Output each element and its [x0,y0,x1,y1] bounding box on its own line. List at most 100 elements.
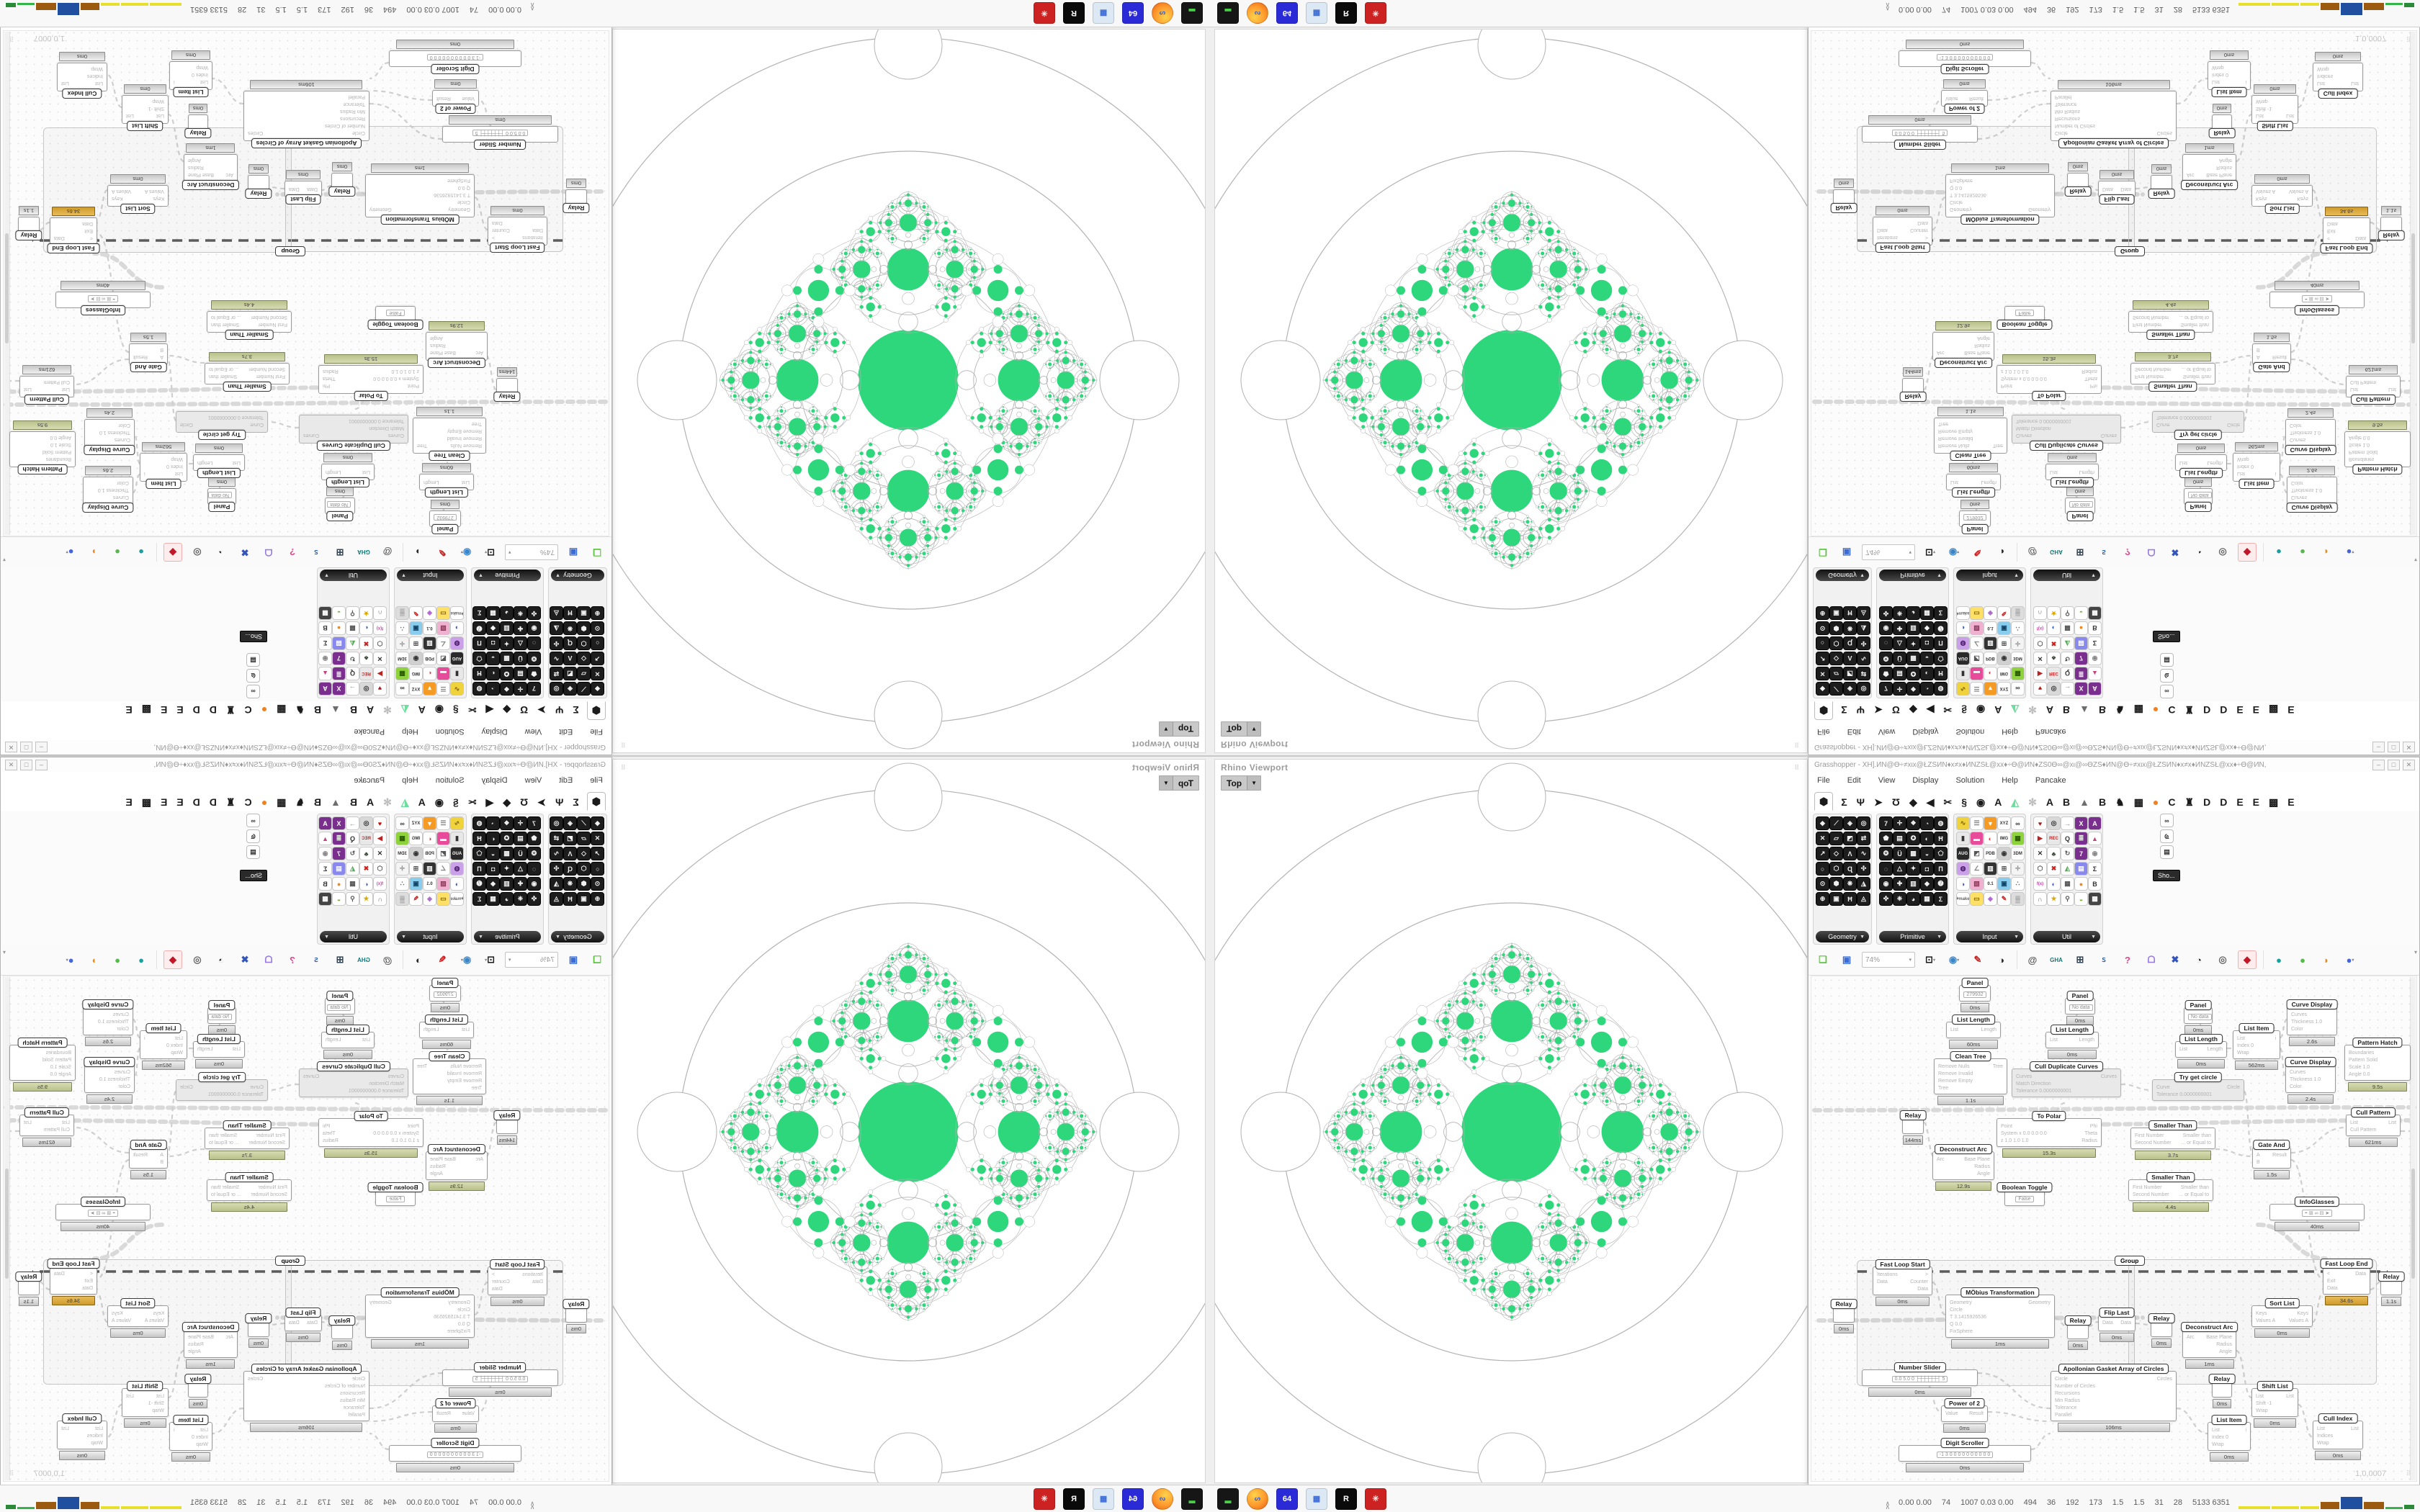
gh-node[interactable]: Relay 0ms [1830,179,1857,213]
gh-node-body[interactable]: List Indices Wrap List [2313,1421,2363,1449]
save-file-icon[interactable]: ▣ [568,954,578,965]
tab-category-4[interactable]: Ʊ [1891,704,1900,716]
settings-red-app-icon[interactable]: ✳ [1034,2,1055,24]
palette-icon[interactable]: ◍ [472,682,486,696]
palette-icon[interactable]: ⬡ [373,862,387,876]
palette-icon[interactable]: XYZ [409,682,423,696]
palette-icon[interactable]: ▼ [423,816,436,830]
tab-category-20[interactable]: C [244,704,252,716]
chevron-down-icon[interactable]: ▾ [485,549,488,554]
palette-icon[interactable]: ▣ [1829,892,1843,906]
palette-icon[interactable]: ▭ [436,606,450,620]
window-alert-icon[interactable]: ⊞ [336,954,344,965]
toolbar-overflow-arrow[interactable]: ▾ [2414,557,2417,563]
palette-icon[interactable]: ⊕ [591,606,604,620]
gh-node[interactable]: Relay 0ms [563,179,590,213]
tab-category-24[interactable]: E [176,704,184,716]
gh-node-value[interactable]: ◓ ⊞ ∞ ⊟ ➤ [87,295,119,302]
gh-node[interactable]: Relay 0ms [2148,1313,2175,1348]
gh-node-value[interactable]: ◓ ⊞ ∞ ⊟ ➤ [2301,295,2333,302]
minimize-icon[interactable]: – [2372,742,2385,753]
tab-category-26[interactable]: ▩ [2269,796,2279,808]
palette-icon[interactable]: ▦ [2061,621,2074,635]
gh-node[interactable]: Clean Tree Remove Nulls Remove Invalid Remo… [413,1051,486,1105]
palette-icon[interactable]: ▧ [436,621,450,635]
gh-node[interactable]: Pattern Hatch Boundaries Pattern Solid Scal… [2344,420,2411,474]
gh-node[interactable]: List Length List Length 0ms [193,444,245,478]
palette-icon[interactable]: ✖ [359,862,373,876]
grasshopper-titlebar[interactable]: Grasshopper - XH].ИN@Ө÷≠xιx@ŁZSИN♦x≠x♦ИN… [1809,757,2419,773]
palette-icon[interactable]: ▼ [1984,682,1997,696]
palette-icon[interactable]: ● [2074,621,2088,635]
palette-icon[interactable]: ✎ [409,892,423,906]
canvas-resize-grip[interactable]: ⠿ [2406,1470,2412,1478]
palette-icon[interactable]: AUG [450,652,464,665]
gh-node-body[interactable]: Boundaries Pattern Solid Scale 1.0 Angle 0.… [9,1045,76,1081]
palette-icon[interactable]: Λ [563,847,577,860]
palette-icon[interactable]: Π [1934,862,1948,876]
palette-icon[interactable]: REC [359,667,373,680]
toolbar-overflow-arrow[interactable]: ▾ [3,557,6,563]
palette-icon[interactable]: ⊙ [591,621,604,635]
palette-icon[interactable]: ◮ [1857,621,1870,635]
palette-icon[interactable]: Ħ [1934,832,1948,845]
palette-icon[interactable]: X [2074,682,2088,696]
tab-category-2[interactable]: Ψ [1856,704,1865,716]
palette-icon[interactable]: ∠ [436,862,450,876]
palette-icon[interactable]: ◆ [591,816,604,830]
gh-node[interactable]: Digit Scroller -1 3 0 0 0 0 0 0 0 0 0 0 0m… [389,1438,521,1472]
find-icon[interactable]: Ｓ [313,956,319,963]
palette-icon[interactable]: ◉ [1879,877,1893,891]
palette-icon[interactable]: 7 [527,682,541,696]
tab-category-3[interactable]: ➤ [537,796,547,808]
palette-icon[interactable]: ▩ [2088,892,2102,906]
gh-node[interactable]: List Length List Length 0ms [2175,444,2227,478]
palette-icon[interactable]: ⬢ [577,621,591,635]
gh-node-body[interactable]: Remove Nulls Remove Invalid Remove Empty Tr… [413,1058,486,1094]
palette-icon[interactable]: ▤ [2074,636,2088,650]
palette-icon[interactable]: ∩ [373,892,387,906]
palette-icon[interactable]: ◉ [1997,652,2011,665]
palette-icon[interactable]: ✕ [591,667,604,680]
palette-caption-primitive[interactable]: Primitive ▼ [474,570,541,581]
palette-icon[interactable]: 0.1 [1984,877,1997,891]
palette-icon[interactable]: ◔ [1920,816,1934,830]
tab-category-21[interactable]: ♜ [2184,796,2195,808]
gh-node-value[interactable]: No data [208,492,232,499]
palette-caption-util[interactable]: Util ▼ [2033,931,2100,942]
palette-icon[interactable]: ◘ [486,636,500,650]
palette-icon[interactable]: ▱ [577,832,591,845]
tab-category-20[interactable]: C [2168,796,2176,808]
gh-node-value[interactable]: False [386,1195,405,1202]
calculator-app-icon[interactable]: ▦ [1093,1488,1114,1510]
tab-category-25[interactable]: E [160,704,168,716]
palette-icon[interactable]: Ħ [563,606,577,620]
palette-icon[interactable]: ▤ [2074,862,2088,876]
palette-icon[interactable]: ⊕ [1816,606,1829,620]
gh-node[interactable]: Fast Loop End < Exit Data Data 34.6s [2320,207,2373,253]
menu-item-display[interactable]: Display [481,727,508,736]
gh-node-body[interactable]: Point System x 0.0 0.0 0.0 z 1.0 1.0 1.0 Ph… [318,365,424,394]
palette-icon[interactable]: ◐ [1984,667,1997,680]
palette-icon[interactable]: ◆ [486,877,500,891]
drive-app-icon[interactable]: ▂ [1181,2,1203,24]
palette-icon[interactable]: ▱ [1829,667,1843,680]
palette-icon[interactable]: ∿ [450,682,464,696]
tab-category-26[interactable]: ▩ [141,704,151,716]
chevron-down-icon[interactable]: ▼ [1159,776,1173,790]
gh-node[interactable]: Try get circle Curve Tolerance 0.000000000… [2152,1072,2244,1101]
tab-category-7[interactable]: ✂ [1943,796,1953,808]
palette-overflow-icon[interactable]: ▤ [2160,653,2174,667]
gh-node[interactable]: Smaller Than First Number Second Number Sma… [2130,1120,2215,1160]
palette-icon[interactable]: Ħ [472,667,486,680]
palette-icon[interactable]: Λ [563,652,577,665]
palette-icon[interactable]: ⟋ [577,682,591,696]
gh-node[interactable]: List Item List Index 0 Wrap i 562ms [140,1023,187,1070]
settings-red-app-icon[interactable]: ✳ [1034,1488,1055,1510]
palette-icon[interactable]: PDB [1984,652,1997,665]
palette-icon[interactable]: ♣ [359,847,373,860]
gh-node-value[interactable]: ◓ ⊞ ∞ ⊟ ➤ [2301,1210,2333,1217]
palette-caption-util[interactable]: Util ▼ [2033,570,2100,581]
palette-icon[interactable]: ▧ [1970,621,1984,635]
gh-node-body[interactable]: First Number Second Number Smaller than...… [2128,1179,2213,1201]
